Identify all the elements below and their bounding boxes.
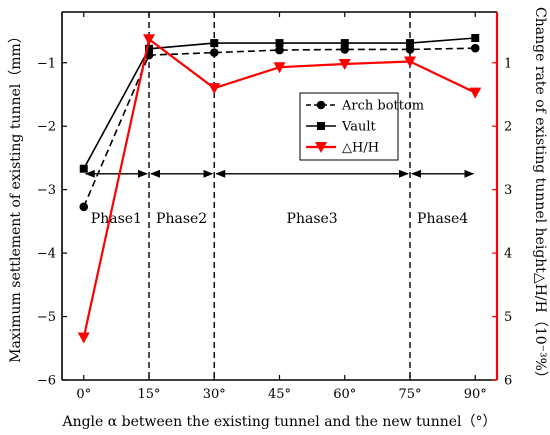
- y-axis-right-label: Change rate of existing tunnel height△H/…: [532, 7, 548, 385]
- x-tick-label: 75°: [398, 387, 421, 402]
- y-left-tick-label: −5: [37, 310, 56, 325]
- x-tick-label: 90°: [464, 387, 487, 402]
- series-vault: [79, 34, 480, 173]
- y-left-tick-label: −1: [37, 56, 56, 71]
- x-tick-label: 30°: [203, 387, 226, 402]
- y-left-tick-label: −2: [37, 120, 56, 135]
- x-tick-label: 15°: [137, 387, 160, 402]
- x-axis-label: Angle α between the existing tunnel and …: [61, 414, 496, 430]
- legend: Arch bottom Vault △H/H: [299, 92, 424, 161]
- series-h-h: [77, 34, 482, 344]
- phase-label: Phase4: [417, 211, 468, 227]
- data-point: [77, 332, 90, 344]
- axis-labels: Angle α between the existing tunnel and …: [8, 7, 548, 430]
- data-point: [79, 202, 89, 212]
- data-point: [143, 34, 155, 46]
- y-right-tick-label: 5: [504, 310, 512, 325]
- legend-label: Arch bottom: [341, 99, 424, 114]
- data-point: [470, 43, 480, 53]
- data-point: [340, 45, 350, 54]
- y-right-tick-label: 6: [504, 374, 512, 389]
- data-point: [404, 56, 416, 68]
- x-tick-label: 60°: [333, 387, 356, 402]
- data-point: [208, 83, 221, 95]
- data-point: [340, 39, 349, 48]
- legend-label: Vault: [341, 120, 376, 135]
- data-point: [471, 34, 480, 43]
- legend-swatch-marker: [316, 100, 326, 110]
- phase-annotations: Phase1 Phase2 Phase3 Phase4: [84, 12, 475, 380]
- data-point: [145, 44, 153, 53]
- legend-swatch-marker: [315, 142, 327, 153]
- data-point: [275, 39, 284, 48]
- data-point: [210, 39, 219, 48]
- data-point: [406, 39, 414, 48]
- y-right-tick-label: 2: [504, 120, 512, 135]
- legend-swatch-marker: [317, 122, 325, 130]
- y-right-tick-label: 4: [504, 247, 512, 262]
- series-line: [82, 37, 476, 338]
- data-point: [209, 48, 219, 57]
- data-point: [469, 87, 482, 99]
- data-point: [338, 59, 351, 71]
- y-left-tick-label: −3: [37, 183, 56, 198]
- x-tick-label: 45°: [268, 387, 291, 402]
- y-axis-left-label: Maximum settlement of existing tunnel（mm…: [8, 29, 24, 363]
- x-tick-label: 0°: [76, 387, 91, 402]
- y-right-tick-label: 1: [504, 56, 512, 71]
- data-series: [77, 34, 482, 344]
- y-right-tick-label: 3: [504, 183, 512, 198]
- y-left-tick-label: −6: [37, 374, 56, 389]
- data-point: [273, 62, 286, 74]
- phase-label: Phase3: [287, 211, 338, 227]
- axis-ticks: 0° 15° 30° 45° 60° 75° 90° −6 −5 −4 −3 −2 −1 1 2 3 4 5 6: [37, 12, 512, 402]
- data-point: [79, 164, 88, 173]
- y-left-tick-label: −4: [37, 247, 56, 262]
- phase-label: Phase2: [156, 211, 207, 227]
- data-point: [275, 45, 284, 55]
- phase-label: Phase1: [91, 211, 142, 227]
- data-point: [405, 45, 415, 54]
- legend-label: △H/H: [342, 141, 379, 156]
